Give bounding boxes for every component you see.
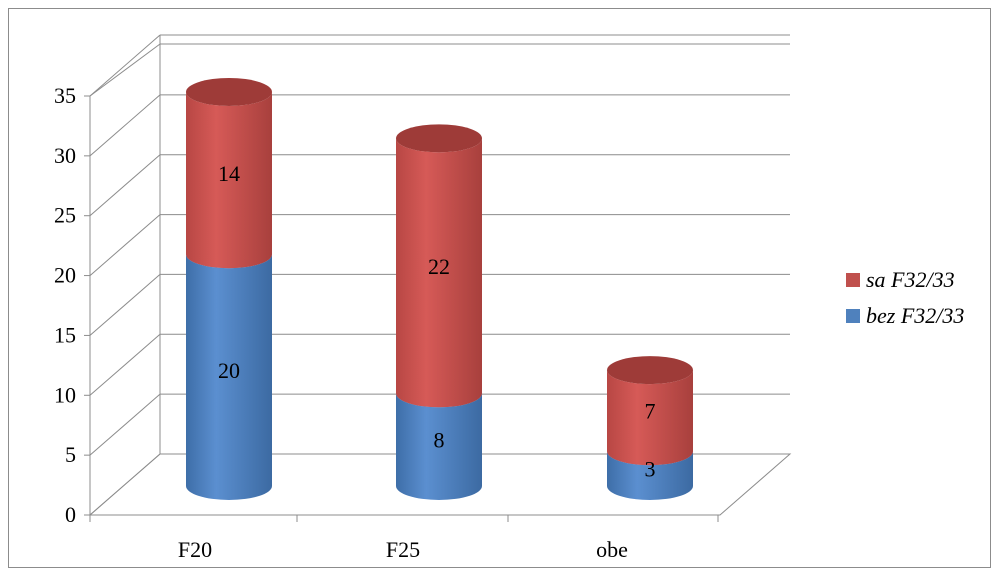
x-tick-label-obe: obe xyxy=(596,537,628,562)
side-gridline xyxy=(89,214,161,276)
y-tick-label: 30 xyxy=(54,143,76,168)
legend-label-bez: bez F32/33 xyxy=(866,303,965,328)
side-gridline xyxy=(89,34,161,97)
x-tick-label-F20: F20 xyxy=(178,537,212,562)
data-label: 3 xyxy=(645,457,656,482)
y-tick-label: 10 xyxy=(54,382,76,407)
y-tick-label: 35 xyxy=(54,83,76,108)
side-top-line xyxy=(89,43,161,97)
bar-top-cap xyxy=(186,77,272,106)
side-gridline xyxy=(89,274,161,336)
data-label: 22 xyxy=(428,254,450,279)
data-label: 7 xyxy=(645,399,656,424)
bar-F25-bez xyxy=(396,393,482,500)
bar-top-cap xyxy=(396,124,482,153)
data-label: 14 xyxy=(218,161,240,186)
x-tick-label-F25: F25 xyxy=(386,537,420,562)
bar-top-cap xyxy=(607,356,693,385)
side-gridline xyxy=(89,453,161,516)
side-gridline xyxy=(89,333,161,396)
legend-swatch-red xyxy=(846,273,860,287)
legend-item-sa: sa F32/33 xyxy=(846,262,964,298)
bar-F20-sa xyxy=(186,91,272,269)
bar-obe-sa xyxy=(607,370,693,466)
bar-F20-bez xyxy=(186,254,272,500)
y-tick-label: 0 xyxy=(65,502,76,527)
side-gridline xyxy=(89,393,161,456)
legend-item-bez: bez F32/33 xyxy=(846,298,964,334)
data-label: 8 xyxy=(434,428,445,453)
bar-obe-bez xyxy=(607,451,693,500)
legend-label-sa: sa F32/33 xyxy=(866,267,955,292)
bar-F25-sa xyxy=(396,138,482,408)
y-tick-label: 25 xyxy=(54,203,76,228)
y-tick-label: 20 xyxy=(54,263,76,288)
data-label: 20 xyxy=(218,358,240,383)
legend: sa F32/33 bez F32/33 xyxy=(846,262,964,334)
chart-frame xyxy=(8,8,991,568)
side-gridline xyxy=(89,94,161,157)
y-tick-label: 15 xyxy=(54,322,76,347)
side-gridline xyxy=(89,154,161,217)
legend-swatch-blue xyxy=(846,309,860,323)
y-tick-label: 5 xyxy=(65,442,76,467)
